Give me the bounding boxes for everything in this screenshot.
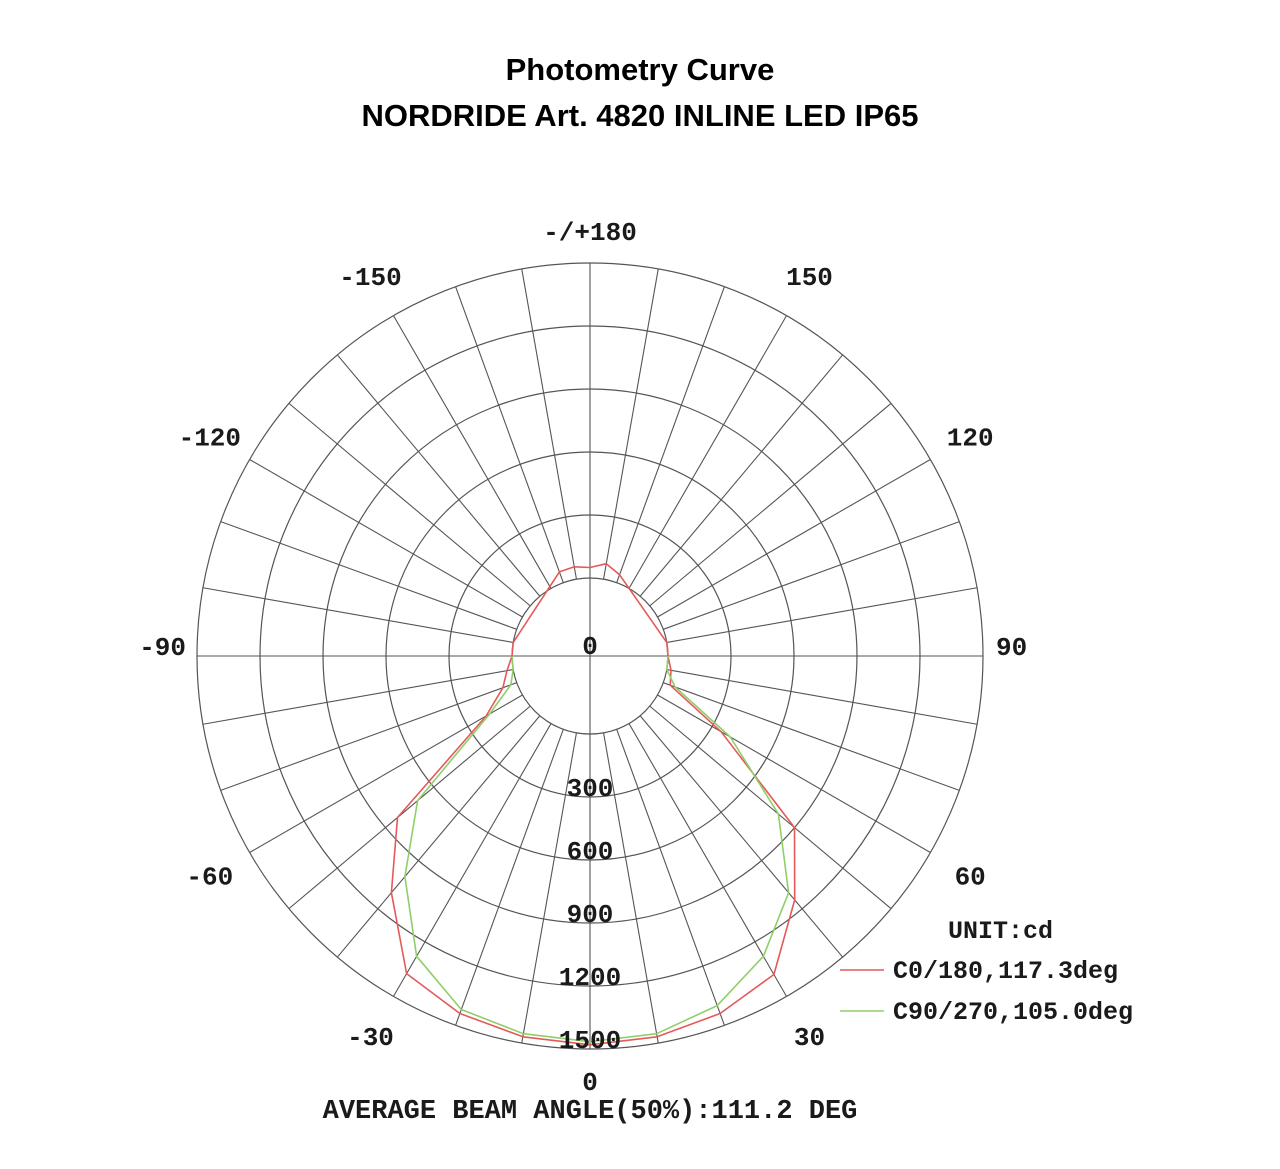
angle-label-0: 0 xyxy=(582,1068,598,1098)
grid-spoke-20 xyxy=(616,729,725,1026)
grid-spoke-240 xyxy=(249,459,523,618)
grid-spoke-130 xyxy=(649,402,892,607)
angle-label-180: -/+180 xyxy=(543,218,637,248)
grid-spoke-250 xyxy=(220,521,517,630)
radial-label-600: 600 xyxy=(567,837,614,867)
chart-title-line1: Photometry Curve xyxy=(505,52,775,87)
radial-label-1200: 1200 xyxy=(559,963,621,993)
angle-label-neg30: -30 xyxy=(347,1023,394,1053)
angle-label-neg150: -150 xyxy=(339,263,401,293)
grid-spoke-200 xyxy=(455,286,564,583)
legend-label-c0: C0/180,117.3deg xyxy=(893,957,1118,986)
legend: C0/180,117.3deg C90/270,105.0deg xyxy=(840,957,1133,1027)
series-curve-0 xyxy=(390,562,796,1046)
grid-spoke-350 xyxy=(521,732,577,1044)
footer-beam-angle: AVERAGE BEAM ANGLE(50%):111.2 DEG xyxy=(323,1097,858,1127)
grid-spoke-140 xyxy=(639,354,844,597)
grid-spoke-60 xyxy=(657,694,931,853)
grid-spoke-310 xyxy=(288,705,531,910)
radial-label-1500: 1500 xyxy=(559,1026,621,1056)
grid-spoke-300 xyxy=(249,694,523,853)
angle-label-neg60: -60 xyxy=(186,863,233,893)
grid-spoke-110 xyxy=(663,521,960,630)
grid-spoke-80 xyxy=(666,669,978,725)
grid-spoke-170 xyxy=(603,268,659,580)
chart-title-line2: NORDRIDE Art. 4820 INLINE LED IP65 xyxy=(361,98,919,133)
intensity-curves xyxy=(390,562,796,1046)
grid-spoke-100 xyxy=(666,587,978,643)
grid-spoke-190 xyxy=(521,268,577,580)
angle-label-neg120: -120 xyxy=(179,424,241,454)
legend-label-c90: C90/270,105.0deg xyxy=(893,998,1133,1027)
angle-label-150: 150 xyxy=(786,263,833,293)
angle-label-30: 30 xyxy=(794,1023,825,1053)
grid-spoke-330 xyxy=(393,723,552,997)
grid-spoke-40 xyxy=(639,715,844,958)
grid-spoke-340 xyxy=(455,729,564,1026)
angle-label-90: 90 xyxy=(996,633,1027,663)
grid-spoke-320 xyxy=(336,715,541,958)
unit-label: UNIT:cd xyxy=(948,917,1053,946)
grid-spoke-260 xyxy=(202,587,514,643)
grid-spoke-210 xyxy=(393,315,552,589)
radial-label-900: 900 xyxy=(567,900,614,930)
grid-spoke-230 xyxy=(288,402,531,607)
angle-label-60: 60 xyxy=(955,863,986,893)
polar-grid xyxy=(196,262,984,1050)
chart-subtitle: NORDRIDE Art. 4820 INLINE LED IP65 xyxy=(0,98,1280,134)
radial-label-0: 0 xyxy=(582,632,598,662)
grid-spoke-30 xyxy=(628,723,787,997)
series-curve-1 xyxy=(404,655,790,1043)
grid-spoke-280 xyxy=(202,669,514,725)
chart-title: Photometry Curve xyxy=(0,52,1280,88)
grid-spoke-150 xyxy=(628,315,787,589)
angle-labels: 0 30 60 90 120 150 -/+180 -150 -120 -90 -60 -30 xyxy=(139,218,1027,1098)
grid-spoke-290 xyxy=(220,682,517,791)
grid-spoke-70 xyxy=(663,682,960,791)
radial-labels: 0 300 600 900 1200 1500 xyxy=(559,632,621,1056)
grid-spoke-120 xyxy=(657,459,931,618)
grid-spoke-220 xyxy=(336,354,541,597)
grid-spoke-160 xyxy=(616,286,725,583)
angle-label-neg90: -90 xyxy=(139,633,186,663)
radial-label-300: 300 xyxy=(567,774,614,804)
grid-spoke-10 xyxy=(603,732,659,1044)
grid-spoke-50 xyxy=(649,705,892,910)
angle-label-120: 120 xyxy=(947,424,994,454)
